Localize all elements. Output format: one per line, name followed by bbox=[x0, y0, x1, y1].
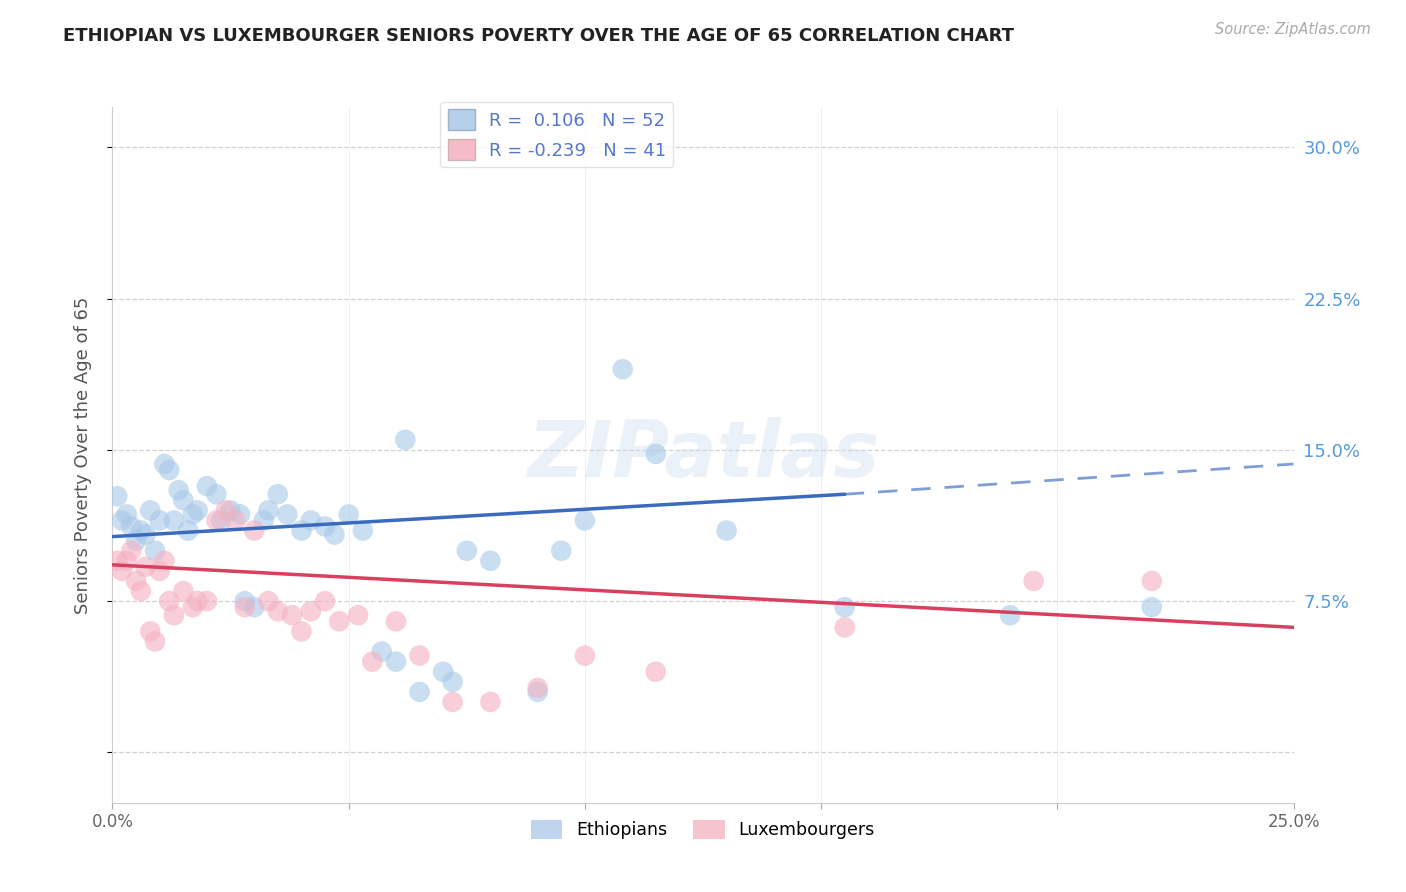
Point bbox=[253, 513, 276, 527]
Point bbox=[550, 543, 572, 558]
Point bbox=[394, 433, 416, 447]
Point bbox=[186, 503, 208, 517]
Point bbox=[135, 527, 157, 541]
Point bbox=[574, 513, 596, 527]
Point bbox=[219, 503, 242, 517]
Text: Source: ZipAtlas.com: Source: ZipAtlas.com bbox=[1215, 22, 1371, 37]
Point bbox=[314, 594, 336, 608]
Text: ETHIOPIAN VS LUXEMBOURGER SENIORS POVERTY OVER THE AGE OF 65 CORRELATION CHART: ETHIOPIAN VS LUXEMBOURGER SENIORS POVERT… bbox=[63, 27, 1014, 45]
Point bbox=[233, 594, 256, 608]
Point bbox=[167, 483, 190, 498]
Point bbox=[135, 559, 157, 574]
Point bbox=[290, 624, 312, 639]
Point bbox=[314, 519, 336, 533]
Point bbox=[205, 513, 228, 527]
Point bbox=[125, 533, 148, 548]
Point bbox=[149, 564, 172, 578]
Point bbox=[120, 543, 142, 558]
Point bbox=[186, 594, 208, 608]
Point bbox=[233, 600, 256, 615]
Y-axis label: Seniors Poverty Over the Age of 65: Seniors Poverty Over the Age of 65 bbox=[73, 296, 91, 614]
Point bbox=[243, 524, 266, 538]
Point bbox=[1140, 600, 1163, 615]
Point bbox=[834, 620, 856, 634]
Point bbox=[153, 457, 176, 471]
Point bbox=[149, 513, 172, 527]
Point bbox=[371, 644, 394, 658]
Point bbox=[115, 508, 138, 522]
Point bbox=[290, 524, 312, 538]
Point bbox=[153, 554, 176, 568]
Point bbox=[181, 600, 204, 615]
Point bbox=[139, 503, 162, 517]
Point bbox=[612, 362, 634, 376]
Point bbox=[998, 608, 1021, 623]
Point bbox=[195, 594, 218, 608]
Point bbox=[299, 513, 322, 527]
Point bbox=[163, 608, 186, 623]
Point bbox=[111, 564, 134, 578]
Point bbox=[323, 527, 346, 541]
Point bbox=[111, 513, 134, 527]
Point bbox=[125, 574, 148, 588]
Point bbox=[441, 695, 464, 709]
Point bbox=[243, 600, 266, 615]
Point bbox=[115, 554, 138, 568]
Point bbox=[205, 487, 228, 501]
Point bbox=[479, 695, 502, 709]
Point bbox=[172, 493, 194, 508]
Point bbox=[195, 479, 218, 493]
Point bbox=[347, 608, 370, 623]
Point bbox=[157, 594, 180, 608]
Point bbox=[281, 608, 304, 623]
Point bbox=[644, 447, 666, 461]
Point bbox=[352, 524, 374, 538]
Point bbox=[215, 503, 238, 517]
Point bbox=[105, 554, 128, 568]
Point bbox=[181, 508, 204, 522]
Legend: Ethiopians, Luxembourgers: Ethiopians, Luxembourgers bbox=[524, 814, 882, 847]
Point bbox=[120, 519, 142, 533]
Point bbox=[644, 665, 666, 679]
Point bbox=[441, 674, 464, 689]
Point bbox=[229, 508, 252, 522]
Point bbox=[328, 615, 350, 629]
Point bbox=[1140, 574, 1163, 588]
Point bbox=[177, 524, 200, 538]
Point bbox=[257, 594, 280, 608]
Point bbox=[716, 524, 738, 538]
Point bbox=[209, 513, 232, 527]
Point bbox=[157, 463, 180, 477]
Point bbox=[129, 524, 152, 538]
Point bbox=[385, 615, 408, 629]
Point bbox=[172, 584, 194, 599]
Point bbox=[526, 681, 548, 695]
Point bbox=[456, 543, 478, 558]
Point bbox=[257, 503, 280, 517]
Point bbox=[361, 655, 384, 669]
Point bbox=[408, 648, 430, 663]
Point bbox=[276, 508, 298, 522]
Point bbox=[299, 604, 322, 618]
Point bbox=[129, 584, 152, 599]
Point bbox=[163, 513, 186, 527]
Point bbox=[105, 489, 128, 503]
Point bbox=[139, 624, 162, 639]
Point bbox=[408, 685, 430, 699]
Point bbox=[143, 543, 166, 558]
Point bbox=[574, 648, 596, 663]
Point bbox=[385, 655, 408, 669]
Point bbox=[479, 554, 502, 568]
Point bbox=[337, 508, 360, 522]
Point bbox=[432, 665, 454, 679]
Point bbox=[267, 487, 290, 501]
Point bbox=[1022, 574, 1045, 588]
Point bbox=[834, 600, 856, 615]
Point bbox=[143, 634, 166, 648]
Point bbox=[267, 604, 290, 618]
Point bbox=[526, 685, 548, 699]
Text: ZIPatlas: ZIPatlas bbox=[527, 417, 879, 493]
Point bbox=[224, 513, 246, 527]
